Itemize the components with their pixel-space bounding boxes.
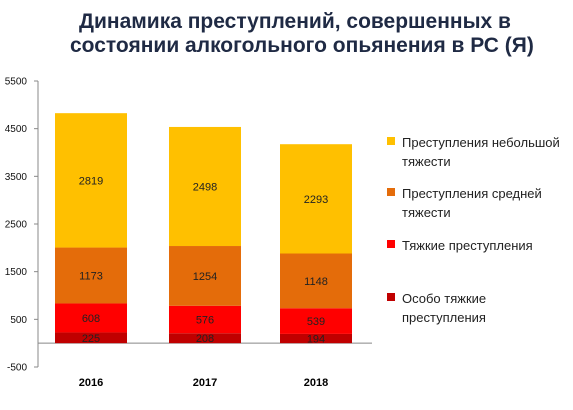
chart-title-line-2: состоянии алкогольного опьянения в РС (Я… bbox=[70, 34, 534, 57]
y-tick-label: -500 bbox=[7, 363, 27, 374]
data-label: 1254 bbox=[193, 271, 217, 283]
data-label: 608 bbox=[82, 313, 100, 325]
y-tick-label: 2500 bbox=[5, 220, 28, 231]
data-label: 208 bbox=[196, 333, 214, 345]
legend-label-line: тяжести bbox=[402, 205, 451, 220]
x-category-label: 2018 bbox=[304, 377, 328, 389]
x-category-label: 2016 bbox=[79, 377, 103, 389]
chart-title-line-1: Динамика преступлений, совершенных в bbox=[79, 10, 511, 33]
bar-segment bbox=[280, 144, 352, 254]
legend-swatch bbox=[387, 137, 395, 145]
data-label: 2498 bbox=[193, 181, 217, 193]
bar-segment bbox=[55, 332, 127, 344]
bar-segment bbox=[169, 333, 241, 344]
bar-segment bbox=[169, 246, 241, 306]
legend-label-line: тяжести bbox=[402, 154, 451, 169]
legend-swatch bbox=[387, 188, 395, 196]
legend-label: Тяжкие преступления bbox=[402, 236, 573, 255]
legend-label-line: Преступления средней bbox=[402, 186, 542, 201]
data-label: 1148 bbox=[304, 276, 328, 288]
legend-label: Преступления средней тяжести bbox=[402, 184, 573, 222]
bar-segment bbox=[55, 303, 127, 333]
legend-label-line: Тяжкие преступления bbox=[402, 238, 533, 253]
data-label: 194 bbox=[307, 334, 325, 346]
data-label: 225 bbox=[82, 333, 100, 345]
bar-segment bbox=[169, 305, 241, 334]
bar-segment bbox=[280, 333, 352, 344]
legend-swatch bbox=[387, 240, 395, 248]
bar-segment bbox=[169, 126, 241, 247]
y-tick-label: 3500 bbox=[5, 172, 28, 183]
legend-label: Преступления небольшой тяжести bbox=[402, 133, 573, 171]
data-label: 576 bbox=[196, 315, 214, 327]
y-tick-label: 1500 bbox=[5, 267, 28, 278]
chart-title: Динамика преступлений, совершенных в сос… bbox=[70, 10, 534, 58]
bar-segment bbox=[280, 308, 352, 334]
x-category-label: 2017 bbox=[193, 377, 217, 389]
y-tick-label: 4500 bbox=[5, 124, 28, 135]
legend-swatch bbox=[387, 293, 395, 301]
data-label: 1173 bbox=[79, 271, 103, 283]
legend-label-line: Особо тяжкие bbox=[402, 291, 487, 306]
bar-segment bbox=[55, 247, 127, 304]
legend-label: Особо тяжкие преступления bbox=[402, 289, 573, 327]
data-label: 2819 bbox=[79, 175, 103, 187]
y-tick-label: 500 bbox=[10, 315, 27, 326]
legend-label-line: Преступления небольшой bbox=[402, 135, 560, 150]
data-label: 539 bbox=[307, 316, 325, 328]
data-label: 2293 bbox=[304, 194, 328, 206]
bar-segment bbox=[55, 113, 127, 248]
legend-label-line: преступления bbox=[402, 310, 486, 325]
bar-segment bbox=[280, 253, 352, 309]
y-tick-label: 5500 bbox=[5, 77, 28, 88]
